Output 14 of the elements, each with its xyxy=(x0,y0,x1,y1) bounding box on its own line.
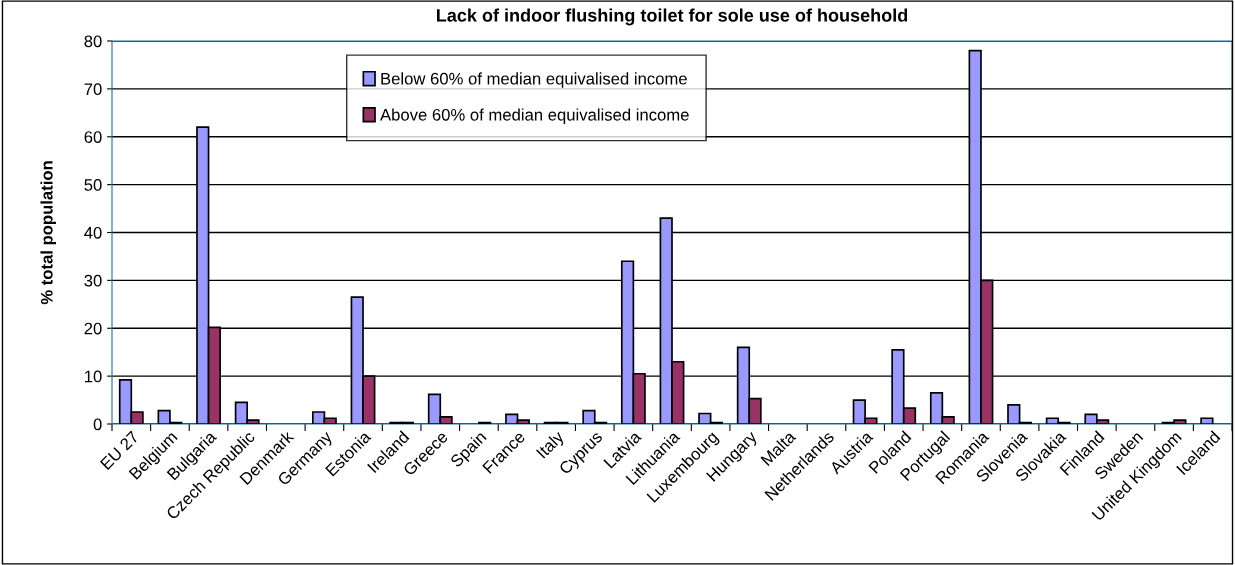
y-tick-label: 80 xyxy=(84,35,102,48)
y-tick-label: 30 xyxy=(84,274,102,287)
y-tick-label: 60 xyxy=(84,131,102,143)
bar xyxy=(1200,417,1214,424)
y-axis-title: % total population xyxy=(40,161,56,305)
legend-label: Above 60% of median equivalised income xyxy=(380,108,689,124)
y-tick-label: 20 xyxy=(84,322,102,335)
y-tick-label: 50 xyxy=(84,179,102,191)
chart-title: Lack of indoor flushing toilet for sole use of household xyxy=(437,8,908,26)
y-tick-label: 70 xyxy=(84,83,102,96)
y-tick-label: 40 xyxy=(84,226,102,239)
y-tick-label: 10 xyxy=(85,370,102,383)
legend-label: Below 60% of median equivalised income xyxy=(381,72,687,88)
y-tick-label: 0 xyxy=(93,418,102,431)
